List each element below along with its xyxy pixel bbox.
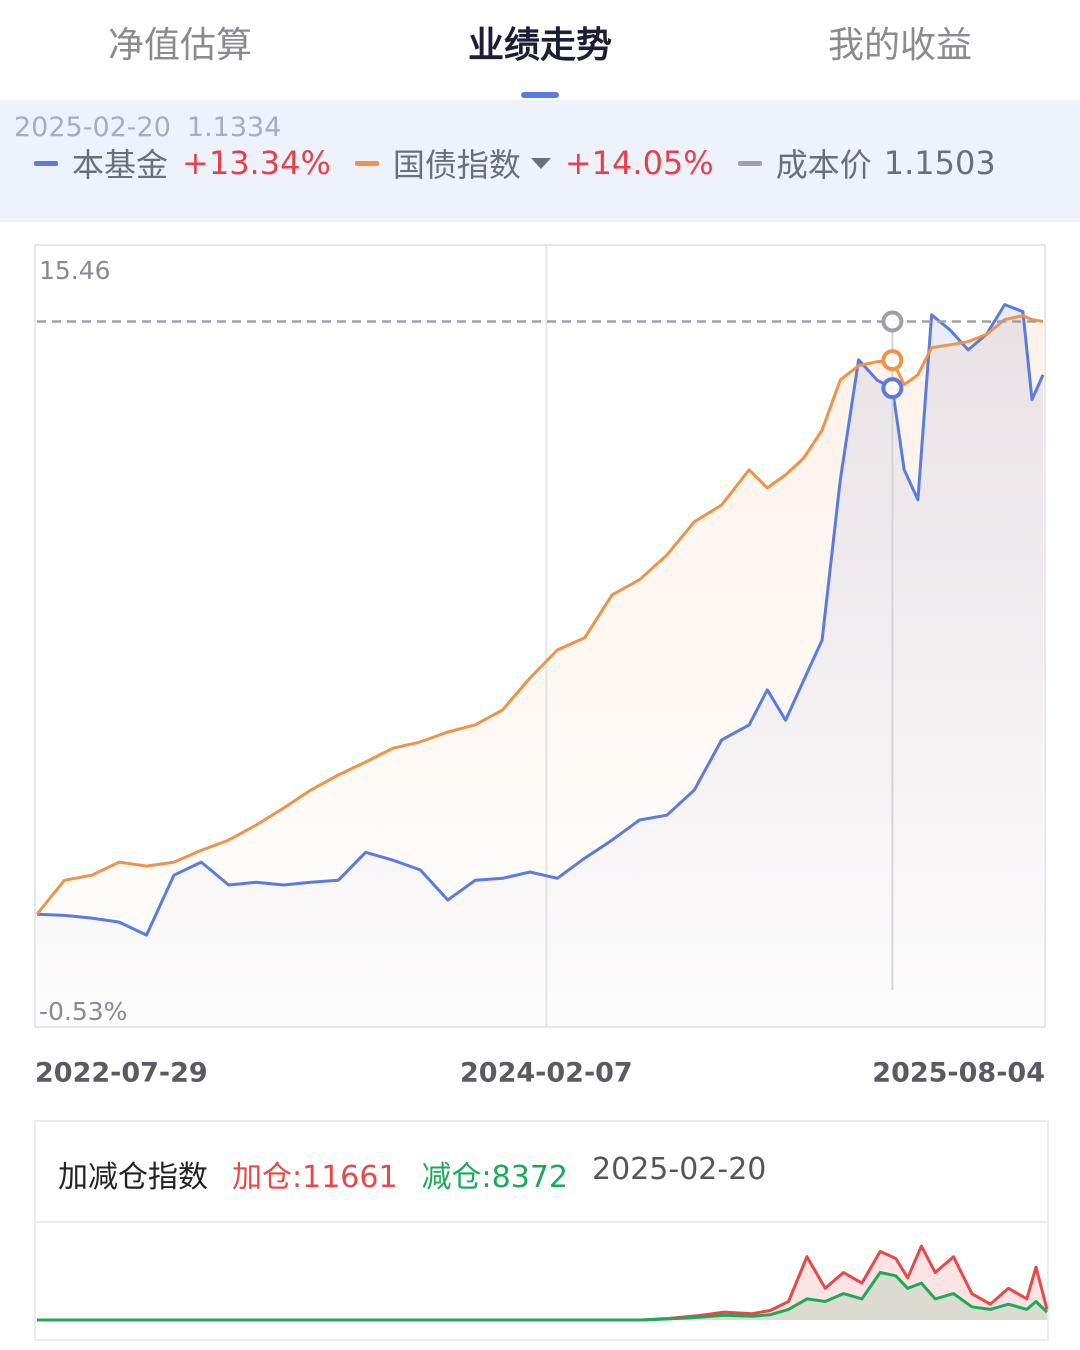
- legend-name: 国债指数: [392, 146, 521, 184]
- tab[interactable]: 业绩走势: [360, 0, 720, 100]
- series-line: [37, 1271, 1049, 1322]
- legend-swatch: [34, 160, 58, 166]
- legend-change: +13.34%: [182, 144, 331, 182]
- series-line: [35, 314, 1044, 916]
- tab[interactable]: 我的收益: [827, 25, 972, 66]
- selection-info: 2025-02-20 1.1334: [14, 112, 281, 143]
- selected-nav: 1.1334: [186, 112, 282, 143]
- index-title: 加减仓指数: [58, 1160, 208, 1195]
- x-tick-label: 2025-08-04: [872, 1058, 1045, 1089]
- index-date: 2025-02-20: [592, 1152, 767, 1187]
- legend-name: 成本价: [775, 146, 872, 184]
- legend-swatch: [354, 160, 379, 166]
- area: [37, 1246, 1047, 1320]
- tab[interactable]: 净值估算: [107, 25, 252, 66]
- tab-bar: 净值估算 业绩走势 我的收益: [0, 0, 1080, 100]
- legend-entry: 减仓:8372: [421, 1160, 569, 1195]
- series-line: [36, 303, 1045, 937]
- legend-entry: 加仓:11661: [232, 1160, 398, 1195]
- reference-value: 1.1503: [883, 144, 996, 182]
- area: [37, 315, 1043, 1026]
- selected-marker: [881, 377, 904, 400]
- dropdown-icon[interactable]: [530, 157, 551, 169]
- legend-swatch: [737, 160, 762, 166]
- index-header: 加减仓指数 加仓:11661 减仓:8372 2025-02-20: [58, 1152, 790, 1196]
- selected-marker: [881, 349, 904, 372]
- area: [37, 1272, 1047, 1320]
- x-tick-label: 2024-02-07: [460, 1058, 633, 1089]
- reference-marker: [881, 310, 904, 333]
- y-tick-label: 15.46: [39, 256, 111, 285]
- series-lines: [35, 303, 1045, 937]
- x-tick-label: 2022-07-29: [35, 1058, 208, 1089]
- plot-frame: [34, 244, 1046, 1028]
- card-frame: [34, 1120, 1049, 1341]
- legend: 本基金 +13.34% 国债指数 +14.05% 成本价 1.1503: [34, 140, 996, 186]
- selected-date: 2025-02-20: [14, 112, 171, 143]
- legend-name: 本基金: [72, 146, 169, 184]
- legend-change: +14.05%: [564, 144, 714, 182]
- info-panel: 2025-02-20 1.1334 本基金 +13.34% 国债指数 +14.05% 成本…: [0, 100, 1080, 222]
